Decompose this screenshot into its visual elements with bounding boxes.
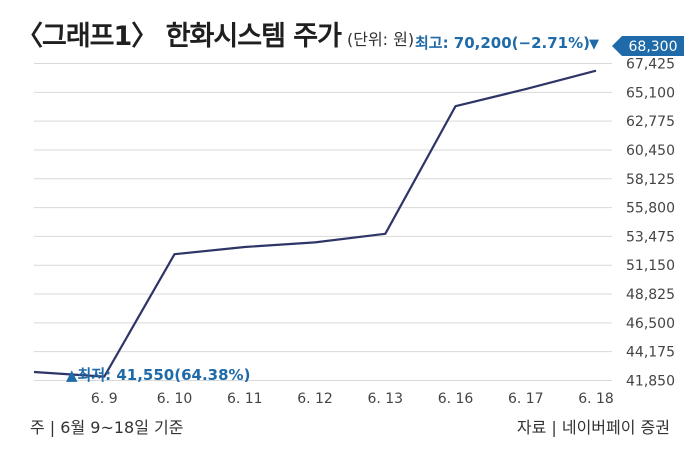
title-row: 〈그래프1〉 한화시스템 주가 (단위: 원) <box>16 14 414 53</box>
last-value-label: 68,300 <box>629 39 678 55</box>
y-tick-label: 60,450 <box>626 143 675 159</box>
x-tick-label: 6. 12 <box>297 391 333 407</box>
y-tick-label: 67,425 <box>626 57 675 73</box>
x-tick-label: 6. 13 <box>367 391 403 407</box>
low-annotation-value: 41,550(64.38%) <box>116 366 250 384</box>
x-tick-label: 6. 11 <box>227 391 263 407</box>
x-tick-label: 6. 16 <box>438 391 474 407</box>
y-tick-label: 51,150 <box>626 258 675 274</box>
y-tick-label: 65,100 <box>626 85 675 101</box>
x-tick-label: 6. 10 <box>157 391 193 407</box>
y-tick-label: 41,850 <box>626 374 675 390</box>
chart-title: 〈그래프1〉 한화시스템 주가 <box>16 21 342 52</box>
x-tick-label: 6. 18 <box>578 391 614 407</box>
series-line <box>33 69 597 378</box>
source-note: 자료 | 네이버페이 증권 <box>516 418 670 437</box>
date-range-note: 주 | 6월 9~18일 기준 <box>30 418 184 437</box>
y-tick-label: 44,175 <box>626 345 675 361</box>
low-annotation-prefix: ▲최저: <box>66 366 116 384</box>
low-annotation: ▲최저: 41,550(64.38%) <box>66 366 250 384</box>
last-value-badge <box>612 36 684 56</box>
x-tick-label: 6. 17 <box>508 391 544 407</box>
high-annotation: 최고: 70,200(−2.71%) <box>415 34 590 52</box>
y-tick-label: 58,125 <box>626 172 675 188</box>
y-tick-label: 55,800 <box>626 201 675 217</box>
y-tick-label: 46,500 <box>626 316 675 332</box>
y-tick-label: 53,475 <box>626 229 675 245</box>
unit-label: (단위: 원) <box>347 30 415 49</box>
high-marker: ▼ <box>589 37 599 52</box>
y-tick-label: 62,775 <box>626 114 675 130</box>
y-tick-label: 48,825 <box>626 287 675 303</box>
x-tick-label: 6. 9 <box>91 391 118 407</box>
